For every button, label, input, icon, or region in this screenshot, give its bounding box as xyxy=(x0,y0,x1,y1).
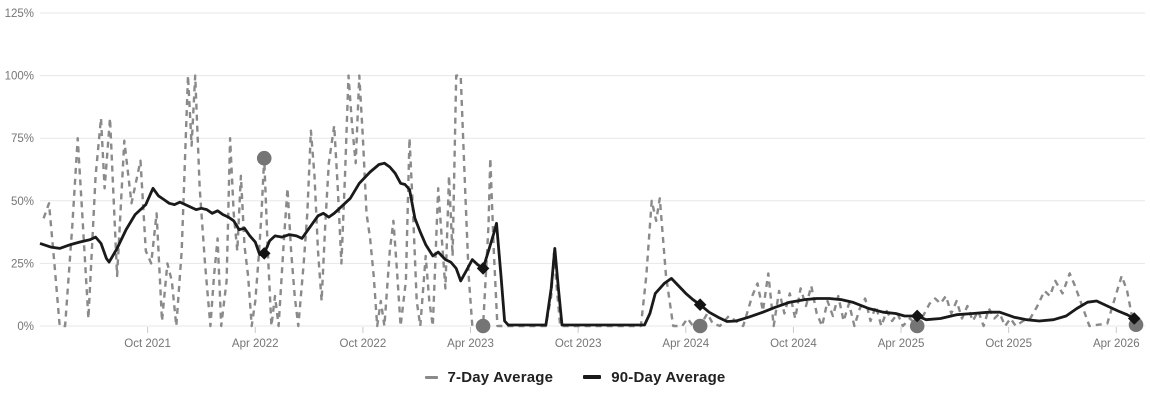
y-axis-tick-label: 25% xyxy=(11,258,34,270)
y-axis-labels: 0% 25% 50% 75% 100% 125% xyxy=(5,8,34,333)
circle-marker xyxy=(256,150,272,166)
line-90-day-average xyxy=(39,161,1135,327)
diamond-marker xyxy=(693,298,707,312)
x-axis-ticks xyxy=(147,327,1117,333)
x-axis-tick-label: Apr 2022 xyxy=(232,338,279,350)
circle-marker xyxy=(475,318,491,334)
circle-marker xyxy=(692,318,708,334)
x-axis-tick-label: Oct 2023 xyxy=(555,338,602,350)
x-axis-tick-label: Oct 2024 xyxy=(770,338,817,350)
diamond-marker xyxy=(257,247,271,260)
x-axis-tick-label: Apr 2023 xyxy=(447,338,494,350)
y-axis-tick-label: 50% xyxy=(11,196,34,208)
x-axis-tick-label: Apr 2025 xyxy=(878,338,925,350)
y-axis-tick-label: 125% xyxy=(5,8,34,20)
x-axis-tick-label: Oct 2025 xyxy=(985,338,1032,350)
y-axis-tick-label: 100% xyxy=(5,71,34,83)
diamond-marker xyxy=(476,262,490,275)
gridlines xyxy=(40,12,1145,327)
diamond-marker xyxy=(1127,312,1141,325)
y-axis-tick-label: 0% xyxy=(17,321,34,333)
x-axis-labels: Oct 2021 Apr 2022 Oct 2022 Apr 2023 Oct 2023… xyxy=(124,338,1139,350)
legend-item-90-day-average[interactable]: 90-Day Average xyxy=(583,369,725,386)
y-axis-tick-label: 75% xyxy=(11,133,34,145)
diamond-marker xyxy=(910,309,924,323)
solid-line-swatch-icon xyxy=(583,375,602,379)
x-axis-tick-label: Apr 2024 xyxy=(662,338,709,350)
x-axis-tick-label: Oct 2022 xyxy=(340,338,387,350)
series-lines xyxy=(39,74,1138,328)
dashed-line-swatch-icon xyxy=(424,375,438,379)
circle-marker xyxy=(909,318,925,334)
chart-canvas: 0%25%50%75%100%125% Oct 2021 Apr 2022 Oct … xyxy=(5,8,1145,350)
series-markers xyxy=(256,150,1144,334)
x-axis-tick-label: Apr 2026 xyxy=(1093,338,1140,350)
legend-label: 90-Day Average xyxy=(611,368,726,386)
line-7-day-average xyxy=(42,74,1138,328)
chart-legend: 7-Day Average 90-Day Average xyxy=(0,355,1150,399)
legend-label: 7-Day Average xyxy=(447,368,554,386)
x-axis-tick-label: Oct 2021 xyxy=(124,338,171,350)
legend-item-7-day-average[interactable]: 7-Day Average xyxy=(424,368,554,386)
